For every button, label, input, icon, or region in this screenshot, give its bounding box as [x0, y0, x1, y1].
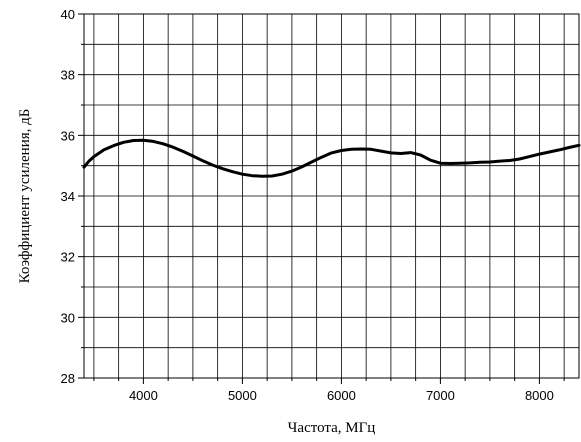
y-tick-label: 34: [61, 189, 75, 204]
x-axis-title: Частота, МГц: [288, 420, 376, 436]
y-tick-label: 40: [61, 7, 75, 22]
plot-frame: [83, 13, 580, 379]
y-tick-labels: 28 30 32 34 36 38 40: [61, 7, 75, 386]
x-tick-labels: 4000 5000 6000 7000 8000: [129, 388, 554, 403]
y-tick-label: 36: [61, 128, 75, 143]
y-tick-label: 38: [61, 68, 75, 83]
y-tick-label: 30: [61, 310, 75, 325]
y-axis-title: Коэффициент усиления, дБ: [17, 109, 33, 284]
grid: [84, 14, 579, 378]
x-tick-label: 7000: [426, 388, 455, 403]
axis-ticks: [78, 13, 565, 384]
x-tick-label: 6000: [327, 388, 356, 403]
y-tick-label: 28: [61, 371, 75, 386]
x-tick-label: 5000: [228, 388, 257, 403]
y-tick-label: 32: [61, 250, 75, 265]
series-line: [82, 138, 581, 178]
x-tick-label: 4000: [129, 388, 158, 403]
x-tick-label: 8000: [525, 388, 554, 403]
